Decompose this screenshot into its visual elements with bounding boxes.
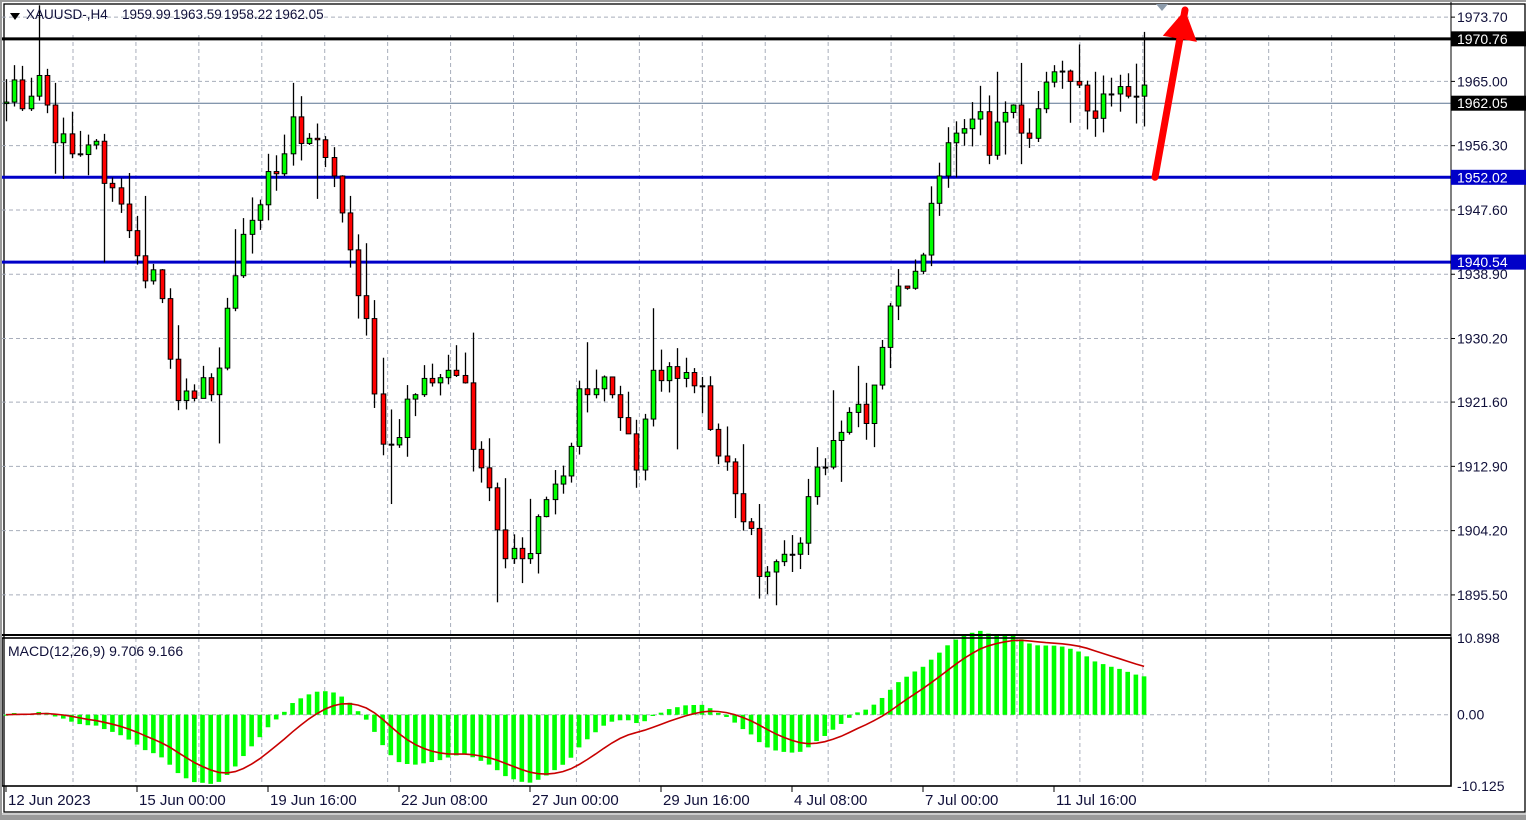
svg-text:7 Jul 00:00: 7 Jul 00:00 — [925, 792, 998, 809]
svg-text:1963.59: 1963.59 — [173, 7, 222, 22]
svg-text:19 Jun 16:00: 19 Jun 16:00 — [270, 792, 357, 809]
svg-text:0.00: 0.00 — [1457, 707, 1484, 723]
svg-text:10.898: 10.898 — [1457, 630, 1500, 646]
svg-text:1912.90: 1912.90 — [1457, 458, 1508, 474]
svg-text:27 Jun 00:00: 27 Jun 00:00 — [532, 792, 619, 809]
svg-text:1973.70: 1973.70 — [1457, 9, 1508, 25]
svg-text:1947.60: 1947.60 — [1457, 202, 1508, 218]
svg-text:22 Jun 08:00: 22 Jun 08:00 — [401, 792, 488, 809]
svg-text:1904.20: 1904.20 — [1457, 523, 1508, 539]
svg-text:1958.22: 1958.22 — [224, 7, 273, 22]
svg-text:MACD(12,26,9) 9.706 9.166: MACD(12,26,9) 9.706 9.166 — [8, 643, 183, 659]
svg-text:1956.30: 1956.30 — [1457, 138, 1508, 154]
svg-text:11 Jul 16:00: 11 Jul 16:00 — [1056, 792, 1137, 809]
svg-text:4 Jul 08:00: 4 Jul 08:00 — [794, 792, 867, 809]
svg-text:1895.50: 1895.50 — [1457, 587, 1508, 603]
svg-text:29 Jun 16:00: 29 Jun 16:00 — [663, 792, 750, 809]
svg-text:-10.125: -10.125 — [1457, 778, 1505, 794]
svg-text:1962.05: 1962.05 — [275, 7, 324, 22]
svg-text:1962.05: 1962.05 — [1457, 95, 1508, 111]
svg-text:1952.02: 1952.02 — [1457, 169, 1508, 185]
svg-text:XAUUSD-,H4: XAUUSD-,H4 — [26, 7, 108, 22]
svg-text:1930.20: 1930.20 — [1457, 331, 1508, 347]
svg-text:1921.60: 1921.60 — [1457, 394, 1508, 410]
svg-text:1940.54: 1940.54 — [1457, 254, 1508, 270]
svg-text:12 Jun 2023: 12 Jun 2023 — [8, 792, 91, 809]
svg-text:15 Jun 00:00: 15 Jun 00:00 — [139, 792, 226, 809]
svg-text:1970.76: 1970.76 — [1457, 31, 1508, 47]
svg-text:1959.99: 1959.99 — [122, 7, 171, 22]
svg-text:1965.00: 1965.00 — [1457, 73, 1508, 89]
